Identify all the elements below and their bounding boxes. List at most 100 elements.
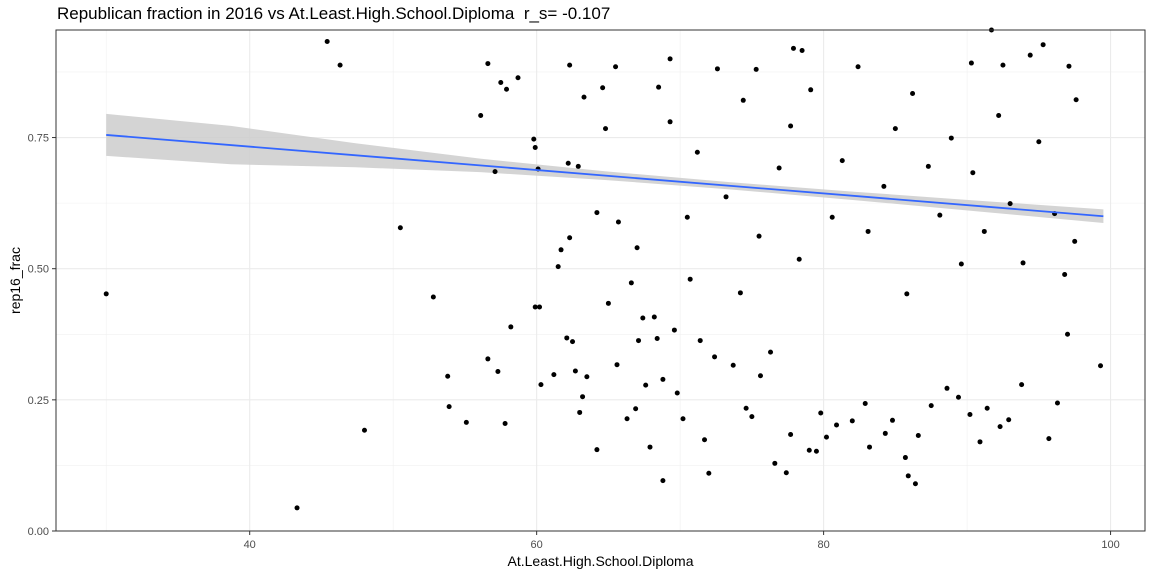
data-point	[768, 349, 774, 355]
data-point	[706, 470, 712, 476]
data-point	[624, 416, 630, 422]
data-point	[567, 235, 573, 241]
y-axis-title: rep16_frac	[7, 247, 23, 314]
data-point	[737, 290, 743, 296]
data-point	[446, 404, 452, 410]
data-point	[997, 424, 1003, 430]
data-point	[808, 87, 814, 93]
data-point	[1040, 42, 1046, 48]
data-point	[445, 373, 451, 379]
data-point	[788, 123, 794, 129]
data-point	[749, 414, 755, 420]
data-point	[463, 419, 469, 425]
data-point	[915, 433, 921, 439]
data-point	[937, 212, 943, 218]
data-point	[996, 113, 1002, 119]
data-point	[834, 422, 840, 428]
data-point	[1046, 436, 1052, 442]
data-point	[967, 412, 973, 418]
axis-ticks: 40 60 80 100 0.00 0.25 0.50 0.75	[28, 133, 1120, 551]
data-point	[799, 47, 805, 53]
data-point	[723, 194, 729, 200]
data-point	[905, 473, 911, 479]
data-point	[904, 291, 910, 297]
data-point	[603, 126, 609, 132]
data-point	[892, 126, 898, 132]
data-point	[902, 455, 908, 461]
data-point	[743, 405, 749, 411]
data-point	[1072, 238, 1078, 244]
data-point	[674, 390, 680, 396]
y-tick-label: 0.25	[28, 395, 49, 407]
data-point	[656, 84, 662, 90]
data-point	[1007, 201, 1013, 207]
data-point	[680, 416, 686, 422]
data-point	[600, 85, 606, 91]
data-point	[823, 434, 829, 440]
data-point	[570, 339, 576, 345]
data-point	[103, 291, 109, 297]
data-point	[955, 394, 961, 400]
grid-lines	[56, 30, 1145, 532]
data-point	[1066, 63, 1072, 69]
data-point	[1098, 363, 1104, 369]
data-point	[397, 225, 403, 231]
data-point	[1006, 417, 1012, 423]
data-point	[532, 145, 538, 151]
data-point	[478, 113, 484, 119]
data-point	[813, 448, 819, 454]
data-point	[849, 418, 855, 424]
data-point	[740, 97, 746, 103]
data-point	[944, 385, 950, 391]
data-point	[862, 401, 868, 407]
data-point	[633, 406, 639, 412]
data-point	[1000, 62, 1006, 68]
data-point	[912, 481, 918, 487]
data-point	[654, 335, 660, 341]
data-point	[580, 394, 586, 400]
data-point	[502, 420, 508, 426]
data-point	[757, 373, 763, 379]
data-point	[1019, 382, 1025, 388]
data-point	[337, 62, 343, 68]
data-point	[613, 64, 619, 70]
data-point	[839, 158, 845, 164]
data-point	[651, 314, 657, 320]
data-point	[614, 362, 620, 368]
data-point	[498, 79, 504, 85]
data-point	[660, 376, 666, 382]
data-point	[667, 56, 673, 62]
data-point	[485, 356, 491, 362]
data-point	[628, 280, 634, 286]
data-point	[567, 62, 573, 68]
data-point	[772, 460, 778, 466]
data-point	[829, 214, 835, 220]
data-point	[756, 233, 762, 239]
data-point	[806, 447, 812, 453]
data-point	[865, 228, 871, 234]
data-point	[594, 210, 600, 216]
data-point	[694, 149, 700, 155]
data-point	[634, 245, 640, 251]
data-point	[1020, 260, 1026, 266]
data-point	[584, 374, 590, 380]
data-point	[790, 45, 796, 51]
data-point	[577, 409, 583, 415]
data-point	[910, 90, 916, 96]
data-point	[1036, 139, 1042, 145]
data-point	[712, 354, 718, 360]
data-point	[515, 75, 521, 81]
data-point	[1027, 52, 1033, 58]
chart-title: Republican fraction in 2016 vs At.Least.…	[57, 4, 611, 23]
data-point	[361, 427, 367, 433]
data-point	[753, 66, 759, 72]
data-point	[1065, 331, 1071, 337]
data-point	[430, 294, 436, 300]
data-point	[730, 362, 736, 368]
data-point	[581, 94, 587, 100]
data-point	[565, 160, 571, 166]
data-point	[796, 256, 802, 262]
data-point	[984, 405, 990, 411]
data-point	[492, 169, 498, 175]
data-point	[643, 382, 649, 388]
